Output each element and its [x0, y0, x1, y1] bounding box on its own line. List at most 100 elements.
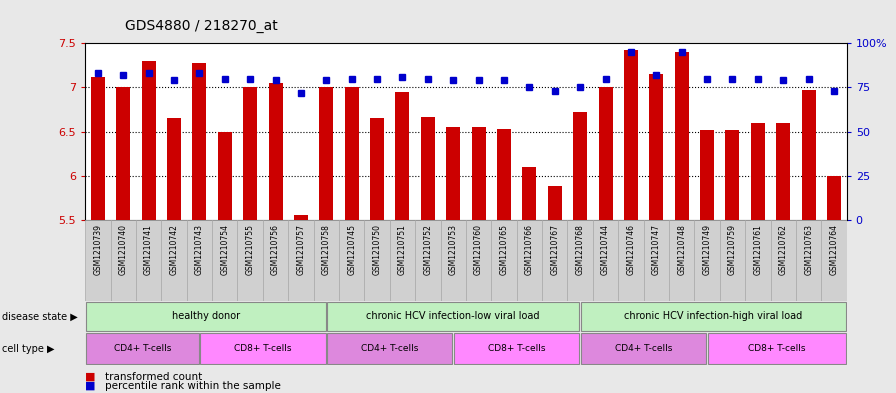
FancyBboxPatch shape — [161, 220, 186, 301]
Bar — [599, 88, 613, 220]
Text: ■: ■ — [85, 372, 96, 382]
Bar — [802, 90, 815, 220]
Text: GSM1210747: GSM1210747 — [651, 224, 661, 275]
Bar — [370, 118, 384, 220]
FancyBboxPatch shape — [110, 220, 136, 301]
Text: GSM1210765: GSM1210765 — [499, 224, 509, 275]
Text: GSM1210749: GSM1210749 — [702, 224, 711, 275]
Text: GSM1210745: GSM1210745 — [347, 224, 357, 275]
FancyBboxPatch shape — [263, 220, 289, 301]
Text: CD4+ T-cells: CD4+ T-cells — [615, 343, 672, 353]
Bar — [167, 118, 181, 220]
FancyBboxPatch shape — [581, 302, 846, 331]
Text: GSM1210753: GSM1210753 — [449, 224, 458, 275]
Bar — [319, 86, 333, 220]
Text: cell type ▶: cell type ▶ — [2, 344, 55, 354]
FancyBboxPatch shape — [327, 302, 580, 331]
Text: GSM1210768: GSM1210768 — [575, 224, 585, 275]
Bar — [90, 77, 105, 220]
FancyBboxPatch shape — [314, 220, 339, 301]
FancyBboxPatch shape — [491, 220, 517, 301]
Bar — [193, 63, 206, 220]
Text: GSM1210760: GSM1210760 — [474, 224, 483, 275]
FancyBboxPatch shape — [796, 220, 822, 301]
Bar — [751, 123, 765, 220]
Bar — [446, 127, 461, 220]
FancyBboxPatch shape — [669, 220, 694, 301]
Bar — [522, 167, 537, 220]
Text: GSM1210752: GSM1210752 — [423, 224, 433, 275]
Bar — [827, 176, 841, 220]
Bar — [243, 86, 257, 220]
Text: GSM1210743: GSM1210743 — [194, 224, 204, 275]
FancyBboxPatch shape — [365, 220, 390, 301]
FancyBboxPatch shape — [454, 333, 580, 364]
Bar — [675, 52, 689, 220]
FancyBboxPatch shape — [466, 220, 491, 301]
Text: GSM1210750: GSM1210750 — [373, 224, 382, 275]
Text: GSM1210761: GSM1210761 — [754, 224, 762, 275]
FancyBboxPatch shape — [237, 220, 263, 301]
Bar — [421, 117, 435, 220]
Text: GSM1210755: GSM1210755 — [246, 224, 254, 275]
Text: CD8+ T-cells: CD8+ T-cells — [234, 343, 291, 353]
Text: CD8+ T-cells: CD8+ T-cells — [488, 343, 546, 353]
Text: GSM1210740: GSM1210740 — [118, 224, 128, 275]
Text: CD4+ T-cells: CD4+ T-cells — [361, 343, 418, 353]
Bar — [142, 61, 156, 220]
FancyBboxPatch shape — [745, 220, 771, 301]
FancyBboxPatch shape — [593, 220, 618, 301]
FancyBboxPatch shape — [822, 220, 847, 301]
Bar — [294, 215, 308, 220]
FancyBboxPatch shape — [694, 220, 719, 301]
FancyBboxPatch shape — [86, 302, 325, 331]
FancyBboxPatch shape — [390, 220, 415, 301]
FancyBboxPatch shape — [339, 220, 365, 301]
Text: GSM1210762: GSM1210762 — [779, 224, 788, 275]
FancyBboxPatch shape — [542, 220, 567, 301]
Text: chronic HCV infection-low viral load: chronic HCV infection-low viral load — [366, 311, 540, 321]
Text: percentile rank within the sample: percentile rank within the sample — [105, 381, 280, 391]
FancyBboxPatch shape — [200, 333, 325, 364]
Text: ■: ■ — [85, 381, 96, 391]
Bar — [218, 132, 232, 220]
Bar — [497, 129, 511, 220]
Text: GSM1210756: GSM1210756 — [271, 224, 280, 275]
Bar — [624, 50, 638, 220]
Bar — [269, 83, 282, 220]
FancyBboxPatch shape — [618, 220, 643, 301]
Bar — [573, 112, 587, 220]
Bar — [650, 74, 663, 220]
Bar — [471, 127, 486, 220]
FancyBboxPatch shape — [567, 220, 593, 301]
Text: GSM1210766: GSM1210766 — [525, 224, 534, 275]
Text: GDS4880 / 218270_at: GDS4880 / 218270_at — [125, 19, 278, 33]
FancyBboxPatch shape — [581, 333, 706, 364]
Text: GSM1210763: GSM1210763 — [804, 224, 814, 275]
FancyBboxPatch shape — [719, 220, 745, 301]
Text: GSM1210767: GSM1210767 — [550, 224, 559, 275]
Text: CD4+ T-cells: CD4+ T-cells — [114, 343, 171, 353]
FancyBboxPatch shape — [136, 220, 161, 301]
Text: GSM1210759: GSM1210759 — [728, 224, 737, 275]
Text: GSM1210758: GSM1210758 — [322, 224, 331, 275]
Bar — [726, 130, 739, 220]
FancyBboxPatch shape — [643, 220, 669, 301]
FancyBboxPatch shape — [771, 220, 796, 301]
Bar — [776, 123, 790, 220]
FancyBboxPatch shape — [289, 220, 314, 301]
FancyBboxPatch shape — [86, 333, 199, 364]
Bar — [547, 187, 562, 220]
Text: chronic HCV infection-high viral load: chronic HCV infection-high viral load — [625, 311, 803, 321]
Text: GSM1210757: GSM1210757 — [297, 224, 306, 275]
FancyBboxPatch shape — [327, 333, 452, 364]
FancyBboxPatch shape — [85, 220, 110, 301]
Text: GSM1210764: GSM1210764 — [830, 224, 839, 275]
Bar — [395, 92, 409, 220]
Text: CD8+ T-cells: CD8+ T-cells — [748, 343, 806, 353]
Text: transformed count: transformed count — [105, 372, 202, 382]
Bar — [345, 88, 358, 220]
FancyBboxPatch shape — [708, 333, 846, 364]
FancyBboxPatch shape — [415, 220, 441, 301]
FancyBboxPatch shape — [186, 220, 212, 301]
